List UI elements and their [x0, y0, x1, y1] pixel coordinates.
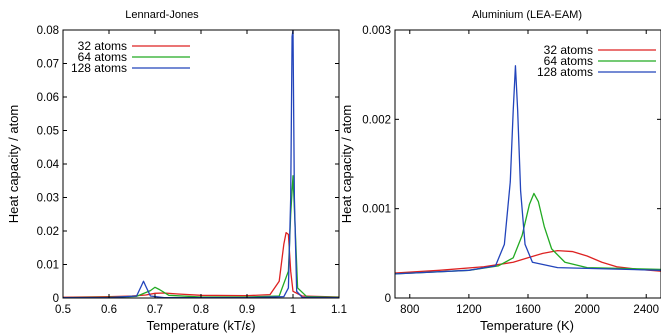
y-tick-label: 0 [53, 293, 59, 305]
y-tick-label: 0.04 [37, 159, 60, 171]
x-tick-label: 2400 [633, 304, 659, 316]
y-tick-label: 0.05 [37, 126, 59, 138]
y-axis-label: Heat capacity / atom [339, 105, 354, 224]
y-tick-label: 0.08 [37, 25, 59, 37]
x-tick-label: 1600 [515, 304, 541, 316]
x-tick-label: 0.7 [147, 304, 163, 316]
x-tick-label: 1.1 [331, 304, 347, 316]
chart-title: Aluminium (LEA-EAM) [472, 9, 582, 21]
y-tick-label: 0.001 [362, 204, 391, 216]
series-line [395, 65, 661, 275]
x-tick-label: 0.8 [193, 304, 209, 316]
series-line [63, 232, 339, 298]
legend-label: 32 atoms [78, 39, 127, 53]
y-tick-label: 0.02 [37, 226, 59, 238]
x-tick-label: 1 [290, 304, 296, 316]
x-tick-label: 0.5 [55, 304, 71, 316]
chart-lennard-jones: Lennard-Jones 0.5 0.6 0.7 0.8 0.9 1 1.100.010.… [6, 9, 347, 333]
x-tick-label: 1200 [456, 304, 482, 316]
legend-label: 32 atoms [544, 43, 593, 57]
x-axis-label: Temperature (K) [480, 318, 574, 333]
series-line [63, 30, 339, 298]
x-tick-label: 2000 [574, 304, 600, 316]
x-axis-label: Temperature (kT/ε) [146, 318, 255, 333]
legend-label: 64 atoms [544, 54, 593, 68]
y-tick-label: 0.003 [362, 25, 391, 37]
x-tick-label: 0.6 [101, 304, 117, 316]
chart-title: Lennard-Jones [125, 9, 199, 21]
y-tick-label: 0.01 [37, 260, 59, 272]
ticks-layer: 0.5 0.6 0.7 0.8 0.9 1 1.1 0 0.01 0.02 0.03 0.04 0.05… [37, 25, 347, 316]
legend-label: 64 atoms [78, 50, 127, 64]
series-line [395, 192, 661, 275]
y-tick-label: 0.002 [362, 114, 391, 126]
legend-label: 128 atoms [537, 65, 593, 79]
x-tick-label: 800 [400, 304, 419, 316]
series-line [395, 250, 661, 274]
y-axis-label: Heat capacity / atom [6, 105, 21, 224]
x-tick-label: 0.9 [239, 304, 255, 316]
y-tick-label: 0.06 [37, 92, 59, 104]
y-tick-label: 0.03 [37, 193, 59, 205]
series-layer [395, 65, 661, 275]
ticks-layer: 800 1200 1600 2000 2400 0 0.001 0.002 0.003 [362, 25, 661, 316]
y-tick-label: 0 [385, 293, 391, 305]
series-line [63, 175, 339, 298]
legend-label: 128 atoms [71, 61, 127, 75]
y-tick-label: 0.07 [37, 59, 59, 71]
chart-aluminium: Aluminium (LEA-EAM) 800 1200 1600 2000 2400 0… [339, 9, 661, 333]
